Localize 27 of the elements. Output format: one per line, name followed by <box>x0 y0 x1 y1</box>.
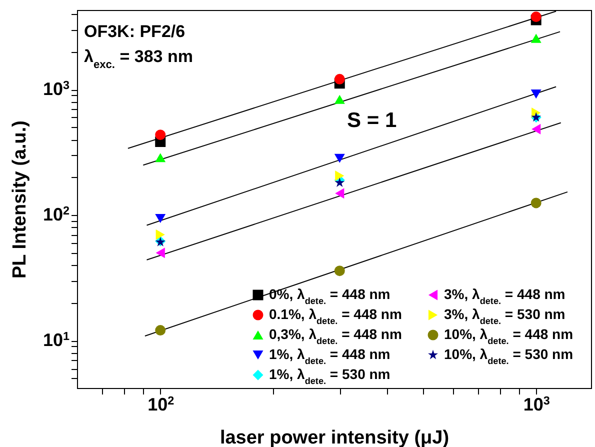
point <box>155 153 166 162</box>
point <box>155 325 166 336</box>
annotation: λ$_{exc.}$ = 383 nm <box>84 47 193 71</box>
legend-label: 1%, λ$_{dete.}$ = 448 nm <box>269 346 390 366</box>
point <box>530 89 542 99</box>
legend-label: 1%, λ$_{dete.}$ = 530 nm <box>269 366 390 386</box>
point <box>156 248 165 258</box>
point <box>155 214 166 224</box>
legend-label: 10%, λ$_{dete.}$ = 448 nm <box>444 326 574 346</box>
legend-label: 3%, λ$_{dete.}$ = 530 nm <box>444 306 566 326</box>
annotation: S = 1 <box>347 109 397 132</box>
point <box>156 229 165 240</box>
legend-label: 0,3%, λ$_{dete.}$ = 448 nm <box>269 326 402 346</box>
legend-label: 10%, λ$_{dete.}$ = 530 nm <box>444 346 574 366</box>
y-axis-title: PL Intensity (a.u.) <box>9 120 30 279</box>
point <box>530 34 542 43</box>
y-tick-label: 10$^{1}$ <box>42 330 70 350</box>
legend-label: 3%, λ$_{dete.}$ = 448 nm <box>444 286 566 306</box>
legend-label: 0.1%, λ$_{dete.}$ = 448 nm <box>269 306 402 326</box>
y-tick-label: 10$^{2}$ <box>42 204 70 225</box>
point <box>155 130 166 140</box>
y-tick-label: 10$^{3}$ <box>42 78 70 100</box>
point <box>532 124 541 134</box>
annotation: OF3K: PF2/6 <box>84 22 186 41</box>
point <box>530 198 542 208</box>
point <box>530 12 542 22</box>
legend-label: 0%, λ$_{dete.}$ = 448 nm <box>269 286 390 306</box>
